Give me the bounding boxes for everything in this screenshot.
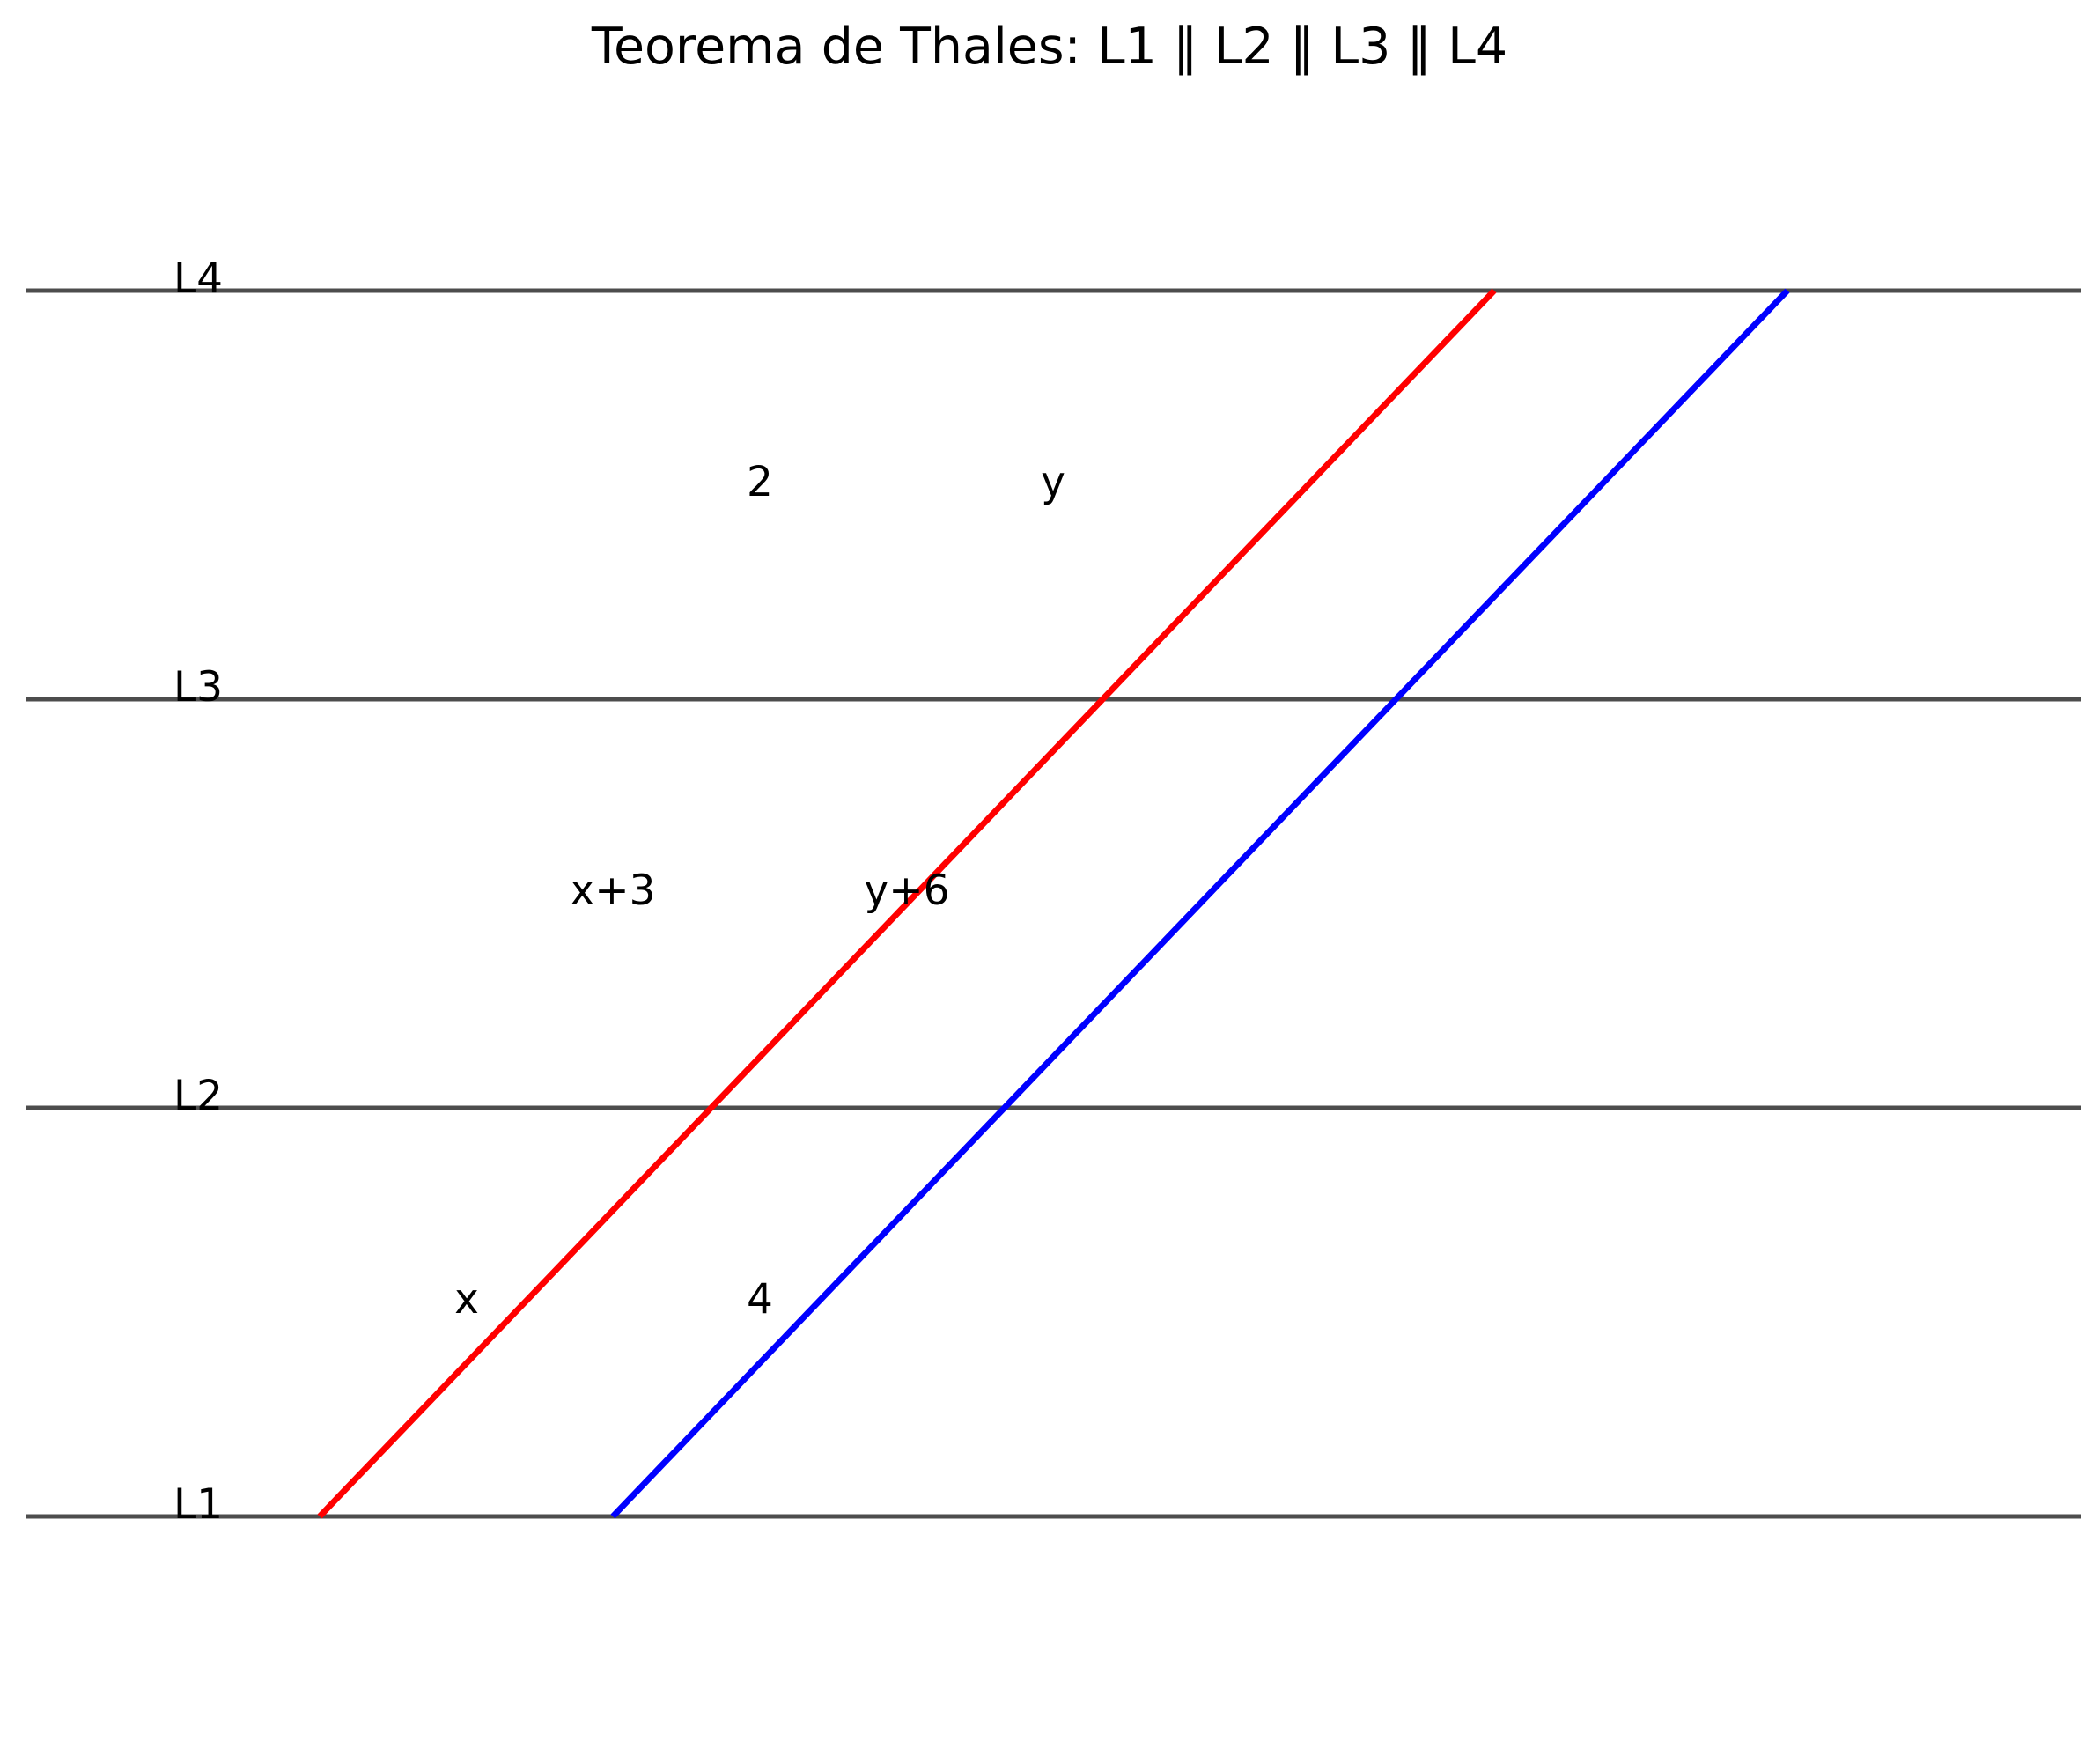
diagram-title: Teorema de Thales: L1 ‖ L2 ‖ L3 ‖ L4 — [591, 18, 1507, 76]
segment-label-l1-l2-left: x — [454, 1275, 479, 1324]
segment-label-l3-l4-right: y — [1041, 458, 1065, 506]
segment-label-l2-l3-right: y+6 — [864, 867, 949, 915]
line-label-l1: L1 — [173, 1480, 223, 1529]
line-label-l3: L3 — [173, 663, 223, 712]
line-label-l4: L4 — [173, 255, 223, 303]
line-label-l2: L2 — [173, 1072, 223, 1120]
segment-label-l2-l3-left: x+3 — [570, 867, 655, 915]
transversal-blue — [610, 288, 1790, 1519]
segment-label-l3-l4-left: 2 — [747, 458, 773, 506]
segment-label-l1-l2-right: 4 — [747, 1275, 773, 1324]
transversal-red — [317, 288, 1497, 1519]
